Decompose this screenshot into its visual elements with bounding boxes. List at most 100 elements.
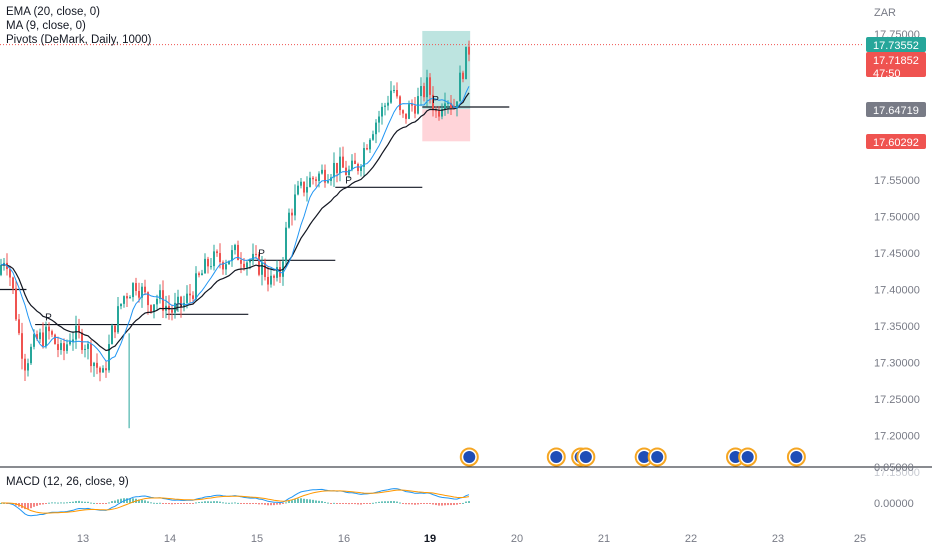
candle-body — [447, 102, 449, 104]
macd-histogram-bar — [303, 498, 305, 503]
candle-body — [207, 258, 209, 267]
event-flag — [463, 451, 476, 463]
macd-histogram-bar — [429, 503, 431, 504]
candle-body — [249, 260, 251, 263]
candle-body — [390, 90, 392, 103]
macd-histogram-bar — [180, 503, 182, 504]
candle-body — [51, 331, 53, 335]
macd-histogram-bar — [156, 502, 158, 504]
legend-pivots[interactable]: Pivots (DeMark, Daily, 1000) — [6, 34, 152, 46]
macd-histogram-bar — [330, 503, 332, 504]
macd-histogram-bar — [462, 502, 464, 504]
candle-body — [117, 306, 119, 333]
macd-legend: MACD (12, 26, close, 9) — [6, 475, 129, 489]
candle-body — [54, 334, 56, 345]
macd-histogram-bar — [378, 501, 380, 503]
economic-event-icon — [647, 447, 667, 467]
macd-histogram-bar — [255, 503, 257, 504]
macd-histogram-bar — [453, 503, 455, 506]
macd-histogram-bar — [432, 503, 434, 505]
macd-histogram-bar — [420, 503, 422, 504]
macd-histogram-bar — [57, 502, 59, 504]
macd-histogram-bar — [468, 501, 470, 503]
macd-histogram-bar — [147, 501, 149, 503]
candle-body — [402, 110, 404, 114]
macd-histogram-bar — [318, 500, 320, 503]
candle-body — [42, 332, 44, 346]
candle-body — [369, 139, 371, 150]
candle-body — [201, 273, 203, 276]
macd-histogram-bar — [408, 503, 410, 505]
pivot-marker: P — [345, 175, 352, 186]
candle-body — [21, 333, 23, 359]
candle-body — [429, 77, 431, 95]
event-icons — [459, 447, 806, 467]
candle-body — [120, 303, 122, 307]
last-price-badge-bg — [866, 37, 926, 52]
stop-price-badge: 17.60292 — [866, 134, 926, 149]
macd-histogram-bar — [195, 502, 197, 504]
macd-histogram-bar — [414, 503, 416, 505]
candle-body — [270, 275, 272, 285]
macd-histogram-bar — [402, 503, 404, 504]
macd-histogram-bar — [108, 502, 110, 504]
stop-price-badge-bg — [866, 134, 926, 149]
pivot-marker: P — [45, 313, 52, 324]
macd-histogram-bar — [270, 503, 272, 506]
macd-histogram-bar — [75, 501, 77, 503]
legend-macd[interactable]: MACD (12, 26, close, 9) — [6, 476, 129, 488]
candle-body — [135, 283, 137, 291]
macd-histogram-bar — [456, 503, 458, 505]
candle-body — [213, 251, 215, 267]
candle-body — [0, 265, 2, 275]
candle-body — [348, 169, 350, 175]
macd-histogram-bar — [366, 503, 368, 504]
macd-histogram-bar — [399, 502, 401, 504]
price-tick-label: 17.35000 — [874, 321, 920, 333]
pivot-marker: P — [176, 302, 183, 313]
macd-histogram-bar — [54, 502, 56, 504]
macd-histogram-bar — [198, 502, 200, 504]
macd-histogram-bar — [447, 503, 449, 506]
macd-histogram-bar — [246, 503, 248, 505]
price-tick-label: 17.20000 — [874, 431, 920, 443]
candle-body — [363, 148, 365, 167]
time-axis: 13 14 15 16 19 20 21 22 23 25 — [77, 533, 866, 545]
currency-label: ZAR — [874, 7, 896, 19]
macd-histogram-bar — [426, 503, 428, 504]
event-flag — [638, 451, 651, 463]
macd-histogram-bar — [27, 503, 29, 510]
candle-body — [204, 258, 206, 274]
last-price-badge: 17.73552 — [866, 37, 926, 52]
macd-histogram-bar — [210, 501, 212, 503]
macd-histogram-bar — [357, 503, 359, 505]
macd-histogram-bar — [309, 499, 311, 503]
indicator-legend: EMA (20, close, 0) MA (9, close, 0) Pivo… — [6, 5, 152, 47]
candle-body — [384, 105, 386, 107]
macd-histogram-bar — [300, 498, 302, 503]
candle-body — [435, 110, 437, 112]
candle-body — [126, 296, 128, 299]
pivot-price-badge-text: 17.64719 — [873, 105, 919, 117]
legend-ema[interactable]: EMA (20, close, 0) — [6, 6, 100, 18]
macd-histogram-bar — [111, 501, 113, 503]
candle-body — [423, 86, 425, 98]
candle-body — [378, 116, 380, 123]
macd-histogram-bar — [327, 502, 329, 504]
macd-histogram-bar — [315, 500, 317, 503]
macd-histogram-bar — [141, 499, 143, 503]
candle-body — [162, 290, 164, 311]
time-tick-label: 23 — [772, 533, 784, 545]
macd-histogram-bar — [174, 503, 176, 505]
macd-histogram-bar — [45, 503, 47, 504]
macd-histogram-bar — [99, 503, 101, 504]
event-flag — [790, 451, 803, 463]
macd-histogram-bar — [441, 503, 443, 506]
legend-ma[interactable]: MA (9, close, 0) — [6, 20, 86, 32]
macd-histogram-bar — [138, 499, 140, 503]
macd-histogram-bar — [279, 503, 281, 505]
time-tick-label: 22 — [685, 533, 697, 545]
macd-histogram-bar — [273, 503, 275, 506]
macd-histogram-bar — [120, 498, 122, 503]
